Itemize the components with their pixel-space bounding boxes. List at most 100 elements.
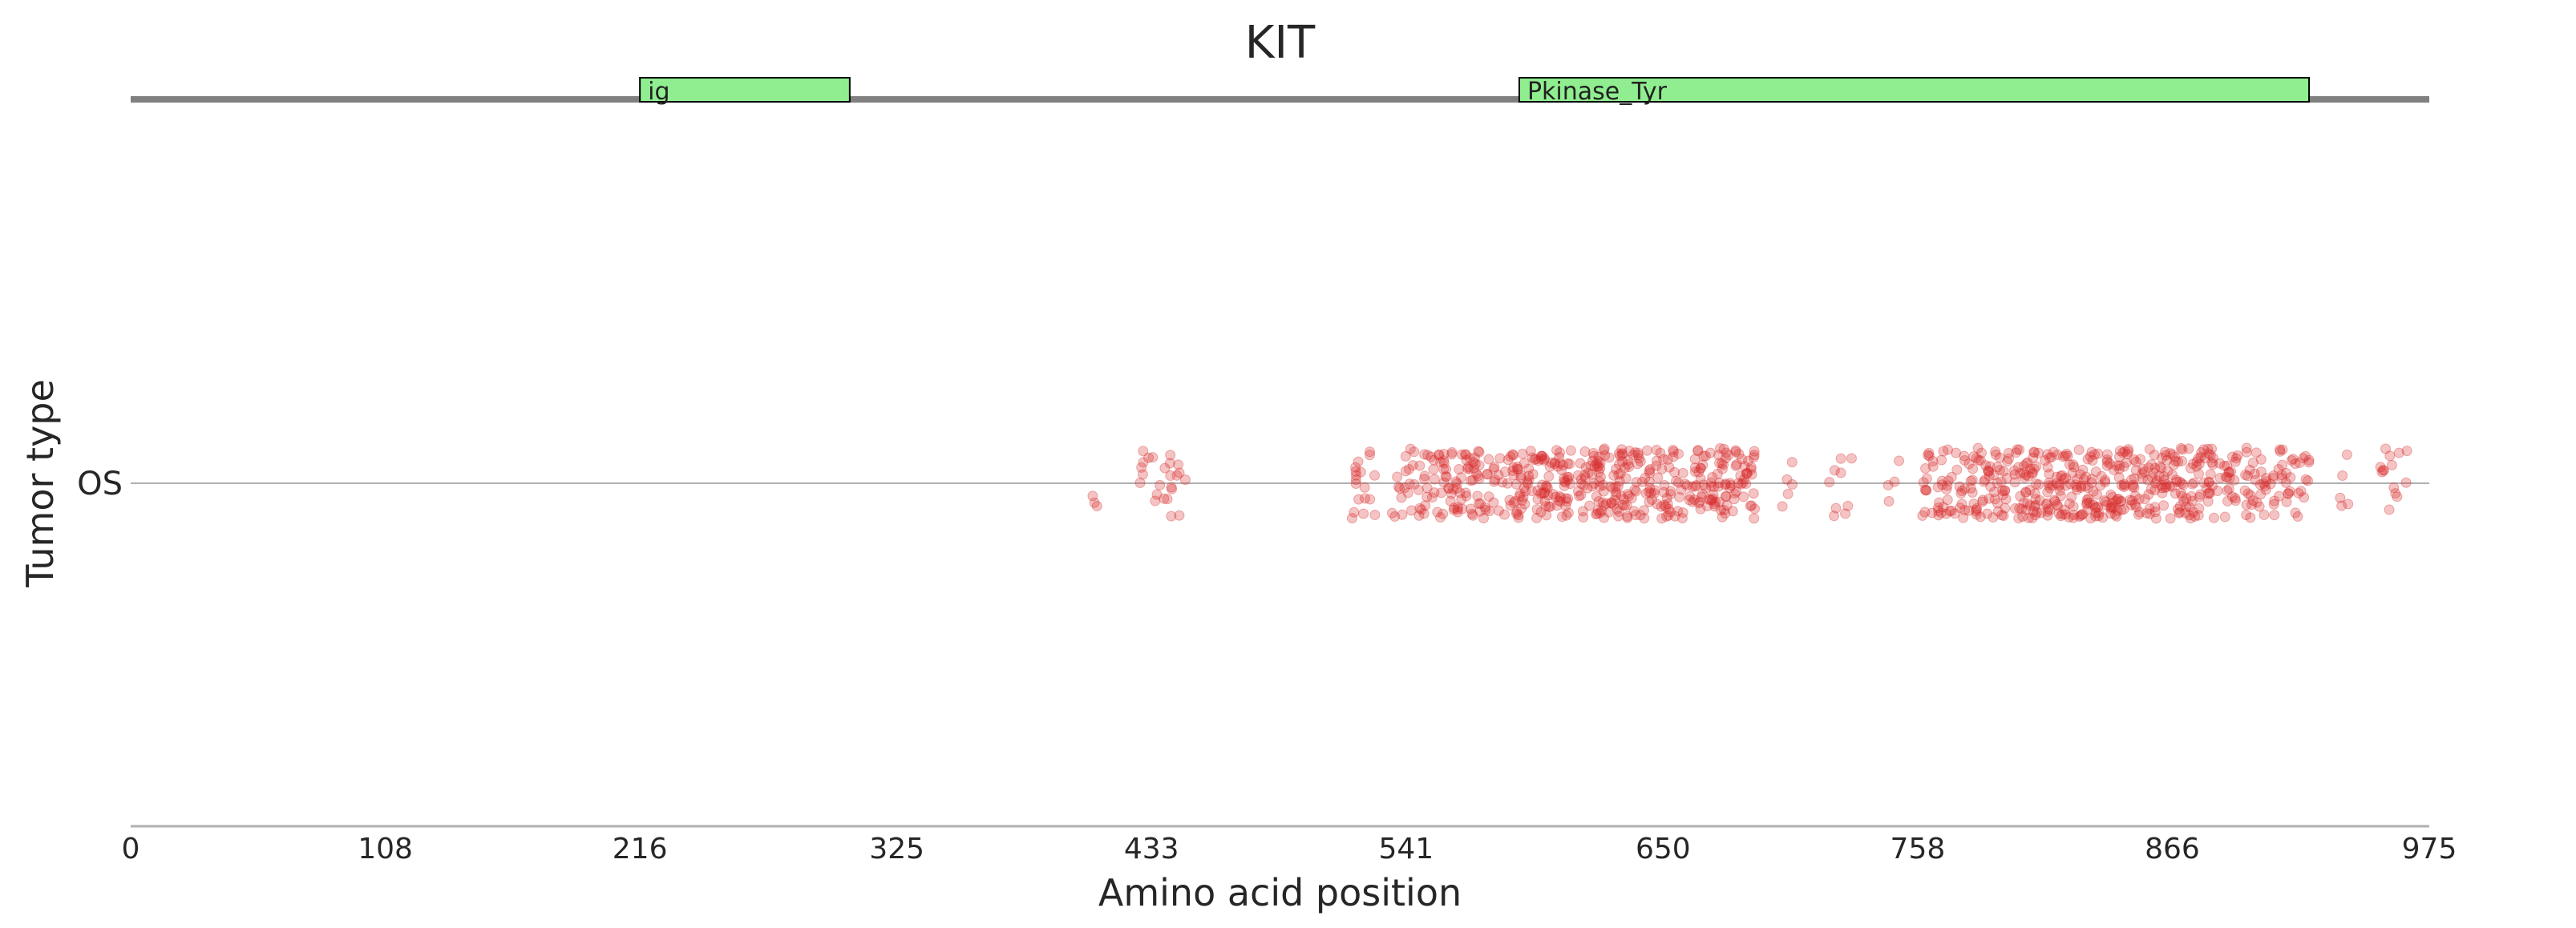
mutation-point	[2109, 509, 2121, 520]
mutation-point	[1603, 452, 1615, 463]
mutation-point	[1723, 450, 1734, 461]
mutation-point	[2186, 490, 2197, 502]
mutation-point	[2174, 506, 2186, 518]
mutation-point	[2051, 471, 2062, 482]
mutation-point	[2016, 503, 2028, 514]
mutation-point	[1451, 478, 1462, 489]
mutation-point	[1488, 497, 1499, 508]
mutation-point	[1593, 466, 1604, 478]
mutation-point	[2198, 444, 2210, 455]
mutation-point	[1697, 459, 1709, 470]
mutation-point	[1164, 458, 1175, 469]
mutation-point	[2105, 503, 2117, 514]
mutation-point	[2092, 489, 2103, 500]
mutation-point	[2121, 457, 2132, 468]
mutation-point	[1614, 476, 1625, 487]
mutation-point	[1944, 506, 1955, 517]
mutation-point	[1522, 476, 1533, 487]
mutation-point	[2116, 504, 2127, 515]
mutation-point	[1990, 446, 2001, 458]
mutation-point	[1364, 450, 1375, 461]
mutation-point	[1428, 464, 1439, 475]
mutation-point	[1994, 452, 2005, 463]
mutation-point	[1171, 470, 1183, 481]
mutation-point	[2118, 482, 2129, 493]
mutation-point	[1519, 498, 1531, 510]
mutation-point	[1397, 509, 1408, 520]
mutation-point	[1432, 506, 1443, 518]
mutation-point	[1635, 510, 1646, 521]
mutation-point	[2130, 502, 2141, 513]
mutation-point	[1829, 465, 1840, 476]
mutation-point	[2114, 460, 2125, 471]
mutation-point	[2150, 513, 2161, 524]
mutation-point	[1941, 484, 1952, 495]
mutation-point	[1622, 489, 1633, 500]
mutation-point	[2027, 513, 2038, 524]
mutation-point	[1493, 470, 1504, 481]
mutation-point	[2093, 510, 2105, 522]
mutation-point	[1616, 449, 1628, 460]
mutation-point	[1680, 478, 1691, 490]
mutation-point	[1606, 497, 1617, 508]
mutation-point	[1829, 510, 1840, 522]
mutation-point	[1359, 482, 1370, 493]
mutation-point	[2162, 466, 2174, 477]
mutation-point	[1473, 470, 1484, 482]
mutation-point	[2180, 507, 2191, 518]
mutation-point	[1710, 497, 1721, 508]
mutation-point	[1664, 506, 1676, 518]
mutation-point	[2255, 479, 2266, 490]
mutation-point	[2158, 470, 2170, 482]
mutation-point	[2070, 479, 2081, 490]
mutation-point	[1746, 469, 1757, 480]
mutation-point	[2137, 463, 2149, 474]
mutation-point	[2181, 493, 2192, 504]
mutation-point	[1733, 478, 1744, 489]
mutation-point	[1467, 474, 1478, 486]
mutation-point	[1601, 498, 1612, 509]
mutation-point	[1536, 450, 1547, 462]
mutation-point	[1562, 458, 1573, 469]
mutation-point	[2082, 504, 2093, 515]
mutation-point	[1976, 447, 1988, 458]
mutation-point	[1676, 513, 1688, 524]
mutation-point	[2212, 486, 2223, 497]
mutation-point	[1466, 475, 1477, 486]
mutation-point	[2076, 482, 2087, 493]
mutation-point	[2214, 472, 2226, 483]
mutation-point	[1532, 494, 1543, 505]
mutation-point	[1709, 481, 1720, 492]
mutation-point	[1474, 498, 1486, 510]
mutation-point	[1702, 501, 1713, 512]
mutation-point	[2275, 444, 2286, 455]
mutation-point	[2158, 474, 2170, 486]
mutation-point	[1749, 446, 1760, 457]
mutation-point	[1546, 457, 1557, 468]
mutation-point	[2077, 464, 2089, 475]
mutation-point	[1692, 446, 1703, 457]
mutation-point	[2089, 502, 2101, 514]
mutation-point	[2080, 481, 2091, 492]
mutation-point	[2024, 485, 2036, 496]
mutation-point	[1527, 469, 1539, 480]
mutation-point	[1468, 462, 1479, 474]
mutation-point	[2052, 499, 2063, 510]
mutation-point	[2283, 488, 2294, 499]
mutation-point	[1575, 490, 1587, 501]
mutation-point	[2276, 470, 2287, 481]
mutation-point	[1745, 464, 1757, 475]
mutation-point	[2040, 455, 2051, 466]
mutation-point	[2156, 479, 2167, 490]
mutation-point	[1651, 444, 1662, 455]
mutation-point	[1644, 486, 1655, 498]
mutation-point	[2014, 444, 2025, 455]
mutation-point	[1951, 447, 1962, 458]
mutation-point	[1649, 485, 1660, 496]
mutation-point	[2245, 512, 2256, 523]
mutation-point	[2143, 462, 2154, 473]
mutation-point	[2081, 497, 2093, 508]
mutation-point	[1510, 508, 1522, 519]
mutation-point	[1612, 481, 1624, 492]
mutation-point	[1938, 446, 1949, 457]
